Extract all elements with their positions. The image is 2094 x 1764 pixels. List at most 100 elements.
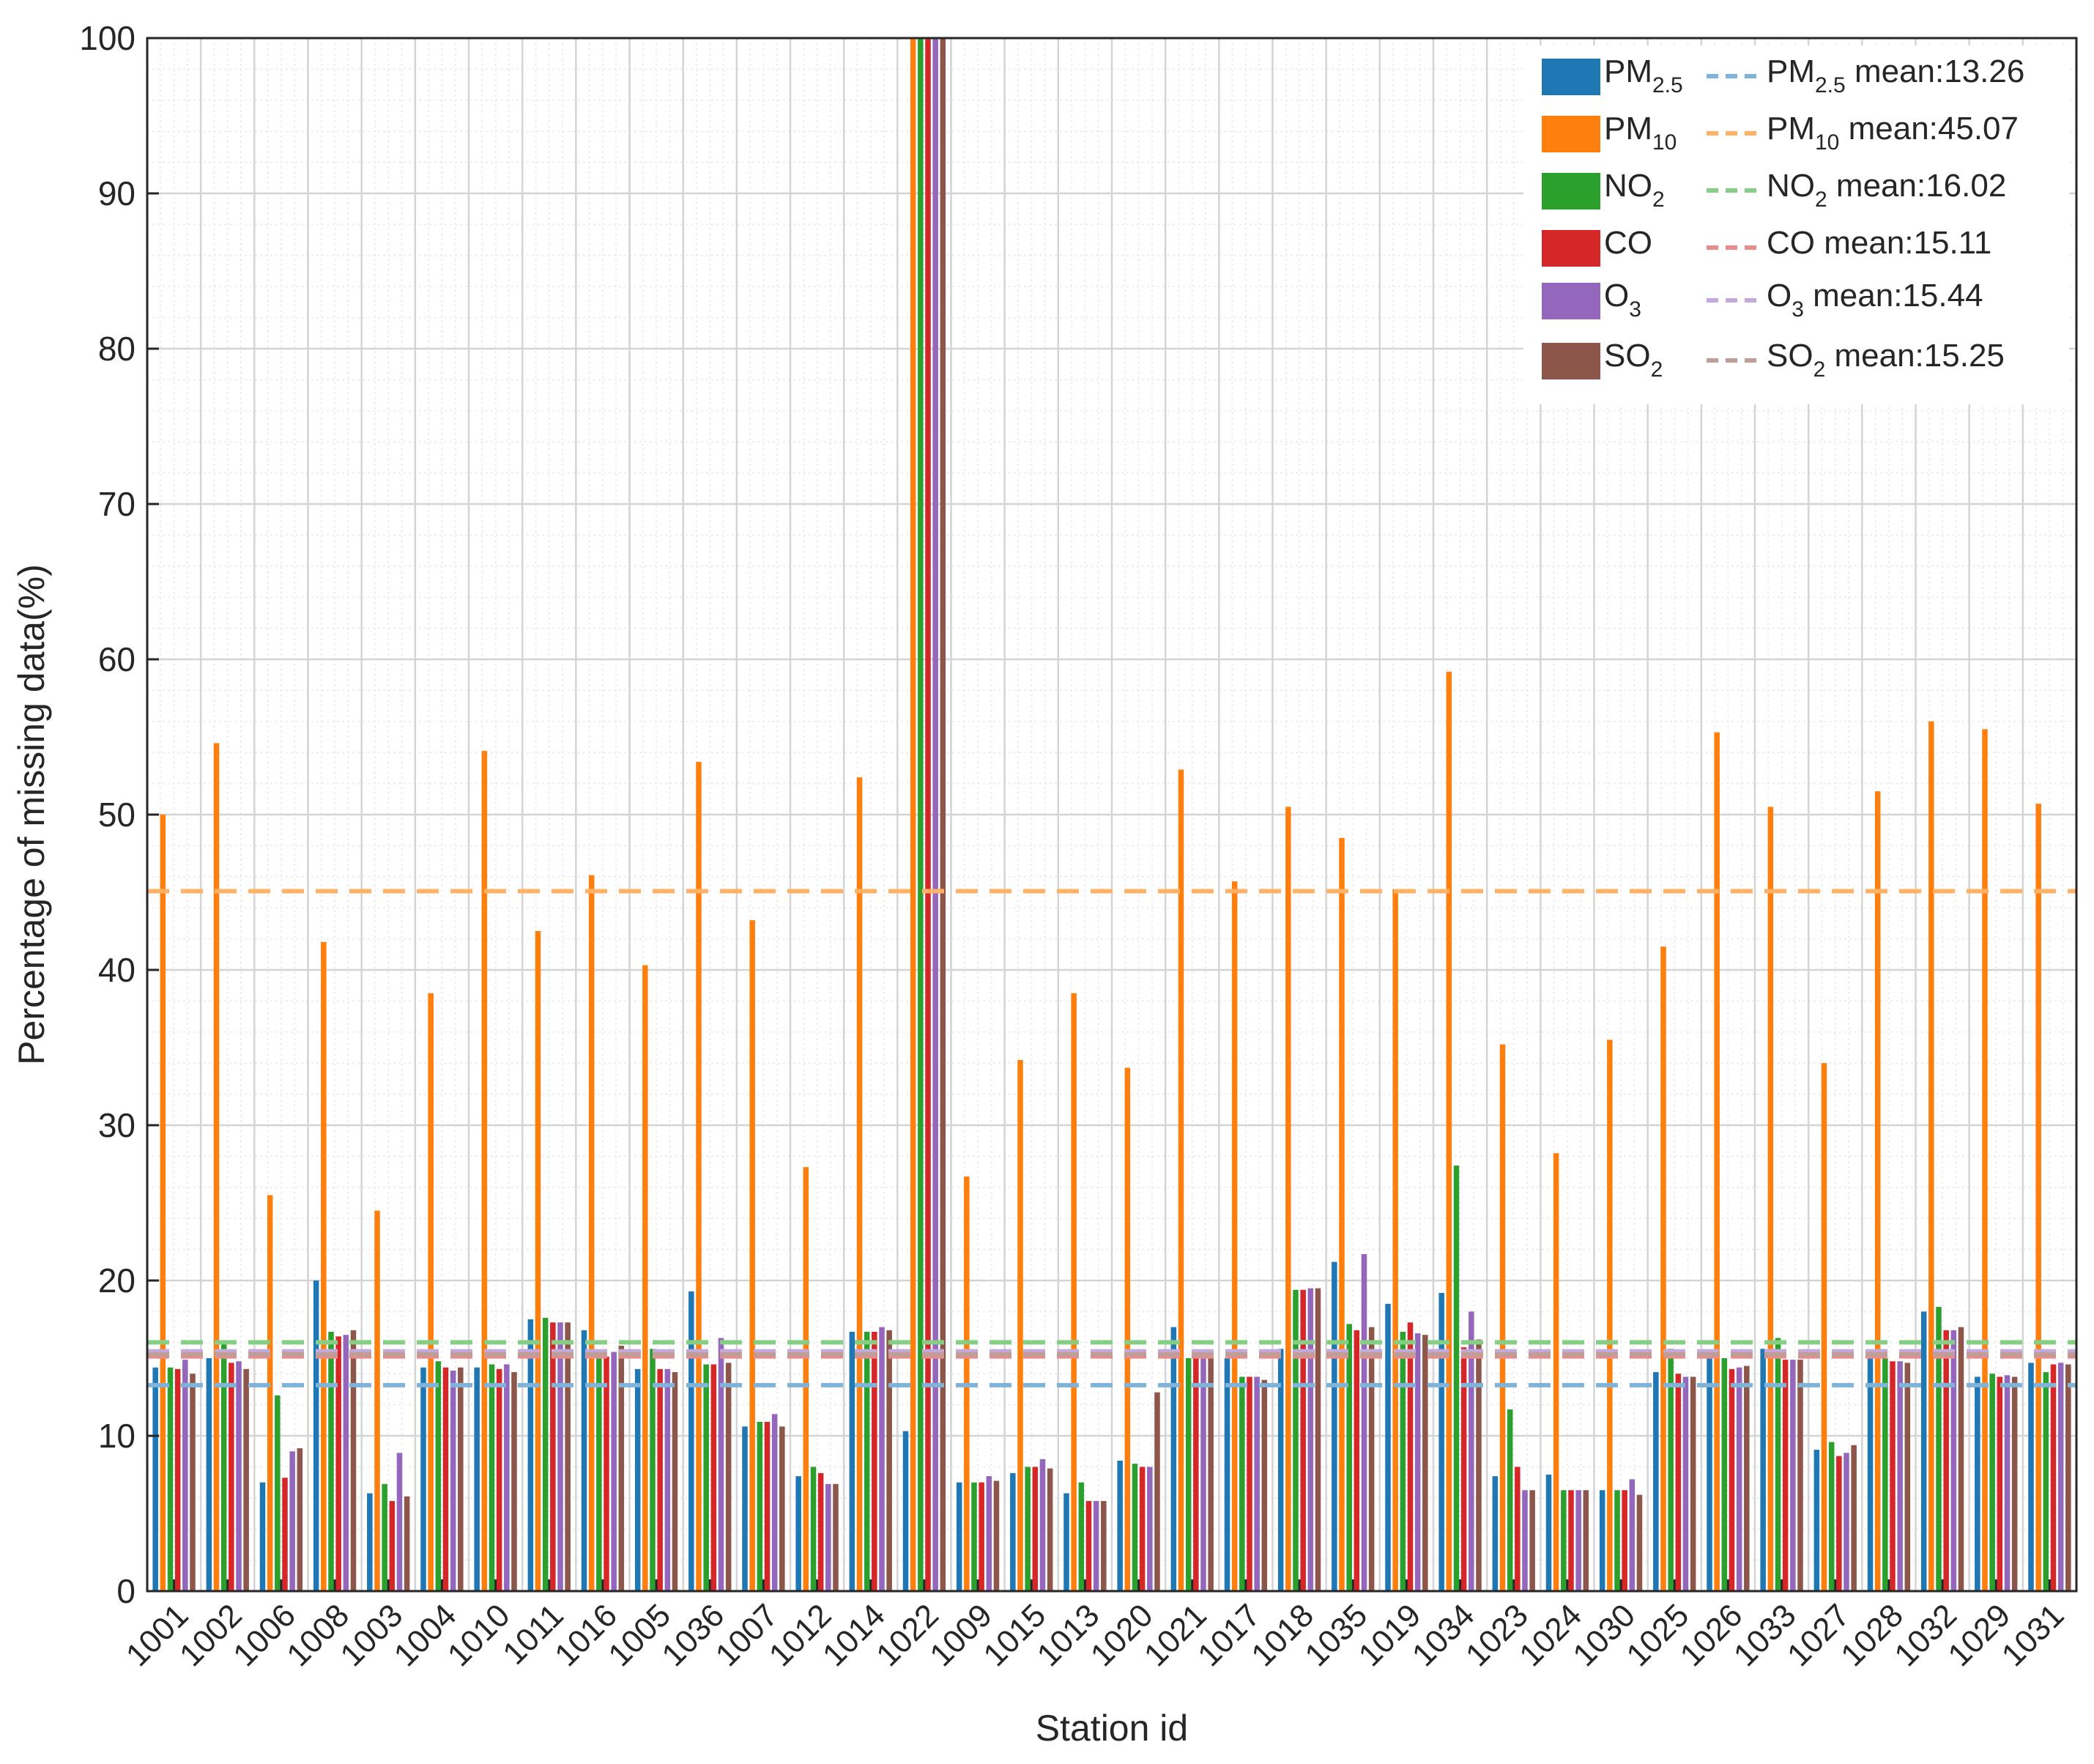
bar-NO2-1029 <box>1989 1374 1995 1591</box>
bar-O3-1022 <box>932 38 938 1591</box>
bar-O3-1003 <box>396 1453 403 1591</box>
bar-PM2.5-1001 <box>152 1367 158 1591</box>
bar-PM10-1001 <box>160 815 166 1591</box>
bar-PM2.5-1021 <box>1170 1327 1177 1591</box>
bar-CO-1032 <box>1943 1330 1949 1591</box>
bar-O3-1005 <box>664 1368 671 1591</box>
bar-PM2.5-1030 <box>1599 1490 1605 1591</box>
legend-mean-label-O3: O3 mean:15.44 <box>1767 278 1983 322</box>
bar-CO-1036 <box>710 1364 717 1591</box>
bar-O3-1026 <box>1736 1367 1742 1591</box>
bar-NO2-1004 <box>435 1361 442 1591</box>
bar-PM10-1021 <box>1178 769 1184 1591</box>
bar-CO-1004 <box>442 1367 449 1591</box>
bar-NO2-1036 <box>703 1364 709 1591</box>
bar-O3-1025 <box>1682 1376 1689 1591</box>
bar-O3-1036 <box>718 1338 724 1591</box>
bar-SO2-1018 <box>1315 1288 1321 1591</box>
bar-NO2-1012 <box>810 1467 817 1591</box>
bar-SO2-1001 <box>190 1374 196 1591</box>
bar-NO2-1003 <box>382 1483 387 1591</box>
bar-CO-1013 <box>1085 1501 1092 1591</box>
bar-PM2.5-1012 <box>795 1476 801 1591</box>
legend-label-SO2: SO2 <box>1604 338 1663 382</box>
bar-O3-1024 <box>1575 1490 1581 1591</box>
bar-CO-1008 <box>335 1336 341 1591</box>
bar-CO-1015 <box>1032 1467 1039 1591</box>
bar-PM2.5-1019 <box>1385 1303 1391 1591</box>
bar-PM2.5-1014 <box>849 1331 855 1591</box>
bar-CO-1016 <box>604 1356 609 1591</box>
bar-PM10-1036 <box>696 761 702 1591</box>
bar-PM10-1013 <box>1071 993 1077 1591</box>
legend-label-O3: O3 <box>1604 278 1641 322</box>
bar-SO2-1017 <box>1261 1379 1268 1591</box>
legend-mean-label-PM2.5: PM2.5 mean:13.26 <box>1767 53 2024 97</box>
bar-CO-1002 <box>229 1363 234 1591</box>
bar-NO2-1010 <box>489 1364 495 1591</box>
bar-SO2-1030 <box>1636 1494 1643 1591</box>
legend-mean-label-PM10: PM10 mean:45.07 <box>1767 111 2019 155</box>
bar-O3-1014 <box>879 1327 885 1591</box>
bar-SO2-1029 <box>2011 1376 2018 1591</box>
bar-NO2-1024 <box>1561 1490 1567 1591</box>
bar-NO2-1033 <box>1775 1338 1781 1591</box>
legend-mean-label-NO2: NO2 mean:16.02 <box>1767 168 2006 212</box>
y-tick-label: 20 <box>98 1261 135 1300</box>
legend-swatch-PM10 <box>1542 116 1600 152</box>
bar-SO2-1033 <box>1797 1360 1803 1591</box>
bar-O3-1011 <box>557 1322 563 1591</box>
bar-PM2.5-1022 <box>902 1431 909 1591</box>
bar-NO2-1035 <box>1346 1324 1352 1591</box>
bar-O3-1032 <box>1950 1330 1957 1591</box>
bar-PM10-1003 <box>374 1210 380 1591</box>
bar-SO2-1020 <box>1154 1392 1160 1591</box>
bar-PM10-1012 <box>803 1167 809 1591</box>
y-tick-label: 80 <box>98 330 135 368</box>
bar-SO2-1019 <box>1422 1335 1428 1591</box>
bar-NO2-1014 <box>864 1331 870 1591</box>
bar-SO2-1008 <box>350 1330 357 1591</box>
bar-NO2-1020 <box>1132 1464 1138 1591</box>
bar-CO-1001 <box>174 1368 181 1591</box>
bar-CO-1031 <box>2050 1364 2057 1591</box>
bar-CO-1022 <box>925 38 931 1591</box>
bar-O3-1030 <box>1629 1479 1636 1591</box>
bar-NO2-1025 <box>1668 1349 1674 1591</box>
legend-label-PM2.5: PM2.5 <box>1604 53 1683 97</box>
bar-PM10-1032 <box>1928 721 1934 1591</box>
bar-CO-1019 <box>1407 1322 1414 1591</box>
bar-SO2-1003 <box>404 1496 410 1591</box>
bar-NO2-1026 <box>1721 1358 1728 1591</box>
legend-swatch-SO2 <box>1542 343 1600 379</box>
bar-PM10-1011 <box>535 931 541 1591</box>
bar-CO-1033 <box>1782 1360 1789 1591</box>
bar-NO2-1006 <box>275 1395 281 1591</box>
y-tick-label: 50 <box>98 796 135 834</box>
bar-PM10-1033 <box>1767 807 1774 1591</box>
bar-PM2.5-1020 <box>1117 1460 1123 1591</box>
bar-O3-1002 <box>236 1361 242 1591</box>
bar-SO2-1006 <box>297 1448 303 1591</box>
grid-layer <box>146 37 2078 1593</box>
bar-PM2.5-1036 <box>688 1291 694 1591</box>
bar-NO2-1005 <box>650 1349 656 1591</box>
bar-PM10-1004 <box>428 993 434 1591</box>
bar-NO2-1019 <box>1400 1331 1406 1591</box>
bar-CO-1034 <box>1460 1347 1467 1591</box>
bar-SO2-1014 <box>886 1330 892 1591</box>
bar-NO2-1009 <box>971 1482 977 1591</box>
bar-O3-1028 <box>1897 1361 1903 1591</box>
bar-PM2.5-1004 <box>420 1367 426 1591</box>
bar-CO-1017 <box>1247 1376 1252 1591</box>
bar-PM10-1006 <box>267 1195 273 1591</box>
bar-CO-1003 <box>389 1501 396 1591</box>
bar-O3-1023 <box>1522 1490 1528 1591</box>
bar-SO2-1036 <box>725 1363 732 1591</box>
bar-CO-1005 <box>657 1368 663 1591</box>
bar-PM2.5-1009 <box>956 1482 962 1591</box>
legend-mean-label-CO: CO mean:15.11 <box>1767 225 1991 261</box>
legend-box <box>1523 45 2069 404</box>
legend-swatch-NO2 <box>1542 173 1600 210</box>
bar-PM2.5-1006 <box>259 1482 266 1591</box>
